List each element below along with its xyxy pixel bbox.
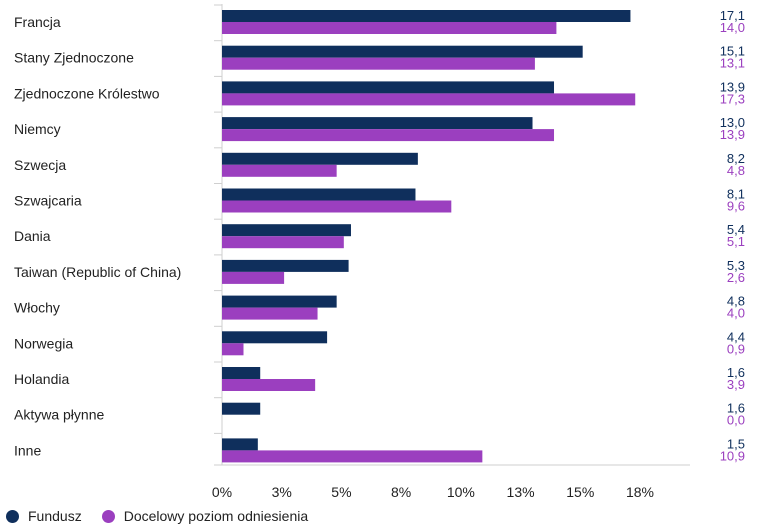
data-label-fundusz: 8,2 <box>727 151 745 166</box>
bar-benchmark <box>222 307 318 320</box>
category-label: Stany Zjednoczone <box>14 50 134 66</box>
bar-benchmark <box>222 164 337 177</box>
data-label-fundusz: 15,1 <box>720 44 745 59</box>
data-label-benchmark: 14,0 <box>720 20 745 35</box>
category-label: Niemcy <box>14 121 61 137</box>
data-label-fundusz: 5,3 <box>727 258 745 273</box>
bar-fundusz <box>222 331 328 344</box>
data-label-fundusz: 13,0 <box>720 115 745 130</box>
bar-fundusz <box>222 438 258 451</box>
data-label-benchmark: 0,9 <box>727 341 745 356</box>
bar-benchmark <box>222 343 244 356</box>
category-label: Holandia <box>14 371 69 387</box>
x-tick-label: 10% <box>447 484 475 500</box>
x-tick-label: 0% <box>212 484 232 500</box>
bar-benchmark <box>222 379 316 391</box>
bar-benchmark <box>222 93 636 106</box>
bar-fundusz <box>222 367 261 379</box>
bar-benchmark <box>222 200 452 213</box>
bar-fundusz <box>222 152 418 165</box>
data-label-benchmark: 5,1 <box>727 234 745 249</box>
x-tick-label: 8% <box>391 484 411 500</box>
bar-benchmark <box>222 236 344 249</box>
data-label-benchmark: 9,6 <box>727 199 745 214</box>
data-label-benchmark: 2,6 <box>727 270 745 285</box>
category-label: Włochy <box>14 300 60 316</box>
x-tick-label: 13% <box>507 484 535 500</box>
legend-item-benchmark: Docelowy poziom odniesienia <box>101 508 309 524</box>
data-label-benchmark: 4,8 <box>727 163 745 178</box>
data-label-fundusz: 5,4 <box>727 222 745 237</box>
legend: Fundusz Docelowy poziom odniesienia <box>6 508 328 524</box>
bar-fundusz <box>222 259 349 272</box>
bar-benchmark <box>222 129 555 142</box>
data-label-fundusz: 1,6 <box>727 365 745 380</box>
legend-label-fundusz: Fundusz <box>28 508 82 524</box>
category-label: Taiwan (Republic of China) <box>14 264 181 280</box>
bar-fundusz <box>222 224 351 237</box>
legend-swatch-fundusz <box>6 509 19 523</box>
data-label-benchmark: 3,9 <box>727 377 745 392</box>
data-label-benchmark: 13,9 <box>720 127 745 142</box>
data-label-fundusz: 8,1 <box>727 187 745 202</box>
category-label: Inne <box>14 442 41 458</box>
data-label-fundusz: 4,4 <box>727 329 745 344</box>
data-label-benchmark: 4,0 <box>727 306 745 321</box>
bar-fundusz <box>222 402 261 415</box>
bar-benchmark <box>222 57 535 70</box>
legend-label-benchmark: Docelowy poziom odniesienia <box>123 508 309 524</box>
data-label-benchmark: 17,3 <box>720 91 745 106</box>
data-label-fundusz: 1,6 <box>727 401 745 416</box>
bars-layer <box>222 10 636 463</box>
bar-fundusz <box>222 295 337 308</box>
category-label: Aktywa płynne <box>14 407 104 423</box>
category-label: Francja <box>14 14 61 30</box>
data-label-benchmark: 0,0 <box>727 413 745 428</box>
data-label-fundusz: 4,8 <box>727 294 745 309</box>
data-label-benchmark: 10,9 <box>720 448 745 463</box>
category-label: Dania <box>14 228 51 244</box>
bar-benchmark <box>222 271 285 284</box>
category-label: Norwegia <box>14 335 73 351</box>
category-label: Szwajcaria <box>14 193 82 209</box>
bar-fundusz <box>222 45 583 58</box>
data-label-fundusz: 1,5 <box>727 436 745 451</box>
legend-item-fundusz: Fundusz <box>6 508 82 524</box>
bar-fundusz <box>222 81 555 94</box>
bar-fundusz <box>222 188 416 201</box>
category-label: Zjednoczone Królestwo <box>14 85 160 101</box>
bar-fundusz <box>222 117 533 130</box>
x-tick-label: 5% <box>331 484 351 500</box>
bar-fundusz <box>222 10 631 22</box>
bar-benchmark <box>222 22 557 34</box>
labels-layer: Francja 17,114,0 Stany Zjednoczone 15,113,1… <box>14 8 745 500</box>
bar-benchmark <box>222 450 483 463</box>
legend-swatch-benchmark <box>101 509 115 523</box>
category-label: Szwecja <box>14 157 66 173</box>
x-tick-label: 15% <box>566 484 594 500</box>
data-label-fundusz: 13,9 <box>720 79 745 94</box>
x-tick-label: 3% <box>272 484 292 500</box>
x-tick-label: 18% <box>626 484 654 500</box>
data-label-benchmark: 13,1 <box>720 56 745 71</box>
data-label-fundusz: 17,1 <box>720 8 745 23</box>
